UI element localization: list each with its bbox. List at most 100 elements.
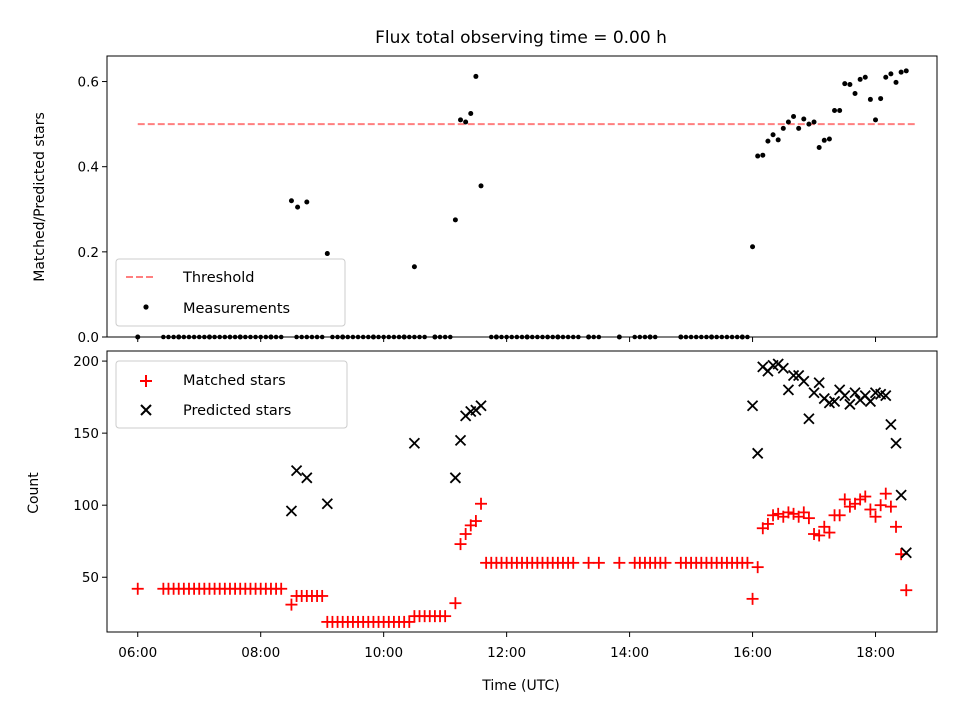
measurement-point [770,132,776,138]
matched-point [859,490,872,503]
measurement-point [842,81,848,87]
measurement-point [796,125,802,131]
measurement-point [791,113,797,119]
predicted-point [880,390,892,402]
bottom-legend-frame [115,360,348,429]
measurement-point [780,125,786,131]
matched-point [582,556,595,569]
measurement-point [760,152,766,158]
predicted-point [454,434,467,446]
matched-point [439,610,452,623]
measurement-point [785,119,791,125]
x-tick-label: 12:00 [487,645,526,661]
threshold-legend-label: Threshold [182,270,254,286]
matched-point [869,510,882,523]
matched-point [854,493,867,506]
predicted-point [895,489,907,501]
measurement-point [478,183,484,189]
measurement-point [893,79,899,85]
bottom-y-tick-label: 200 [73,354,99,370]
x-tick-label: 10:00 [364,645,403,661]
measurement-point [821,137,827,143]
matched-point [746,592,759,605]
predicted-point [803,413,815,425]
matched-legend-label: Matched stars [183,373,286,389]
bottom-y-tick-label: 100 [73,498,99,514]
measurement-point [801,116,807,122]
predicted-point [782,384,795,396]
predicted-legend-swatch [140,404,152,416]
measurement-point [873,117,879,123]
top-y-tick-label: 0.0 [78,330,99,346]
predicted-point [408,437,421,449]
matched-point [316,589,329,602]
top-legend: Threshold Measurements [115,258,346,327]
measurement-point [826,136,832,142]
x-axis-label: Time (UTC) [481,678,559,694]
top-legend-frame [115,258,346,327]
matched-point [459,528,472,541]
matched-point [613,556,626,569]
bottom-y-axis-label: Count [26,472,42,514]
measurement-point [867,96,873,102]
measurement-point [411,264,417,270]
matched-point [782,506,795,519]
matched-point [833,509,846,522]
matched-legend-swatch [140,375,152,387]
predicted-point [746,400,759,412]
matched-point [838,493,851,506]
matched-point [741,556,754,569]
predicted-point [813,377,825,389]
predicted-legend-label: Predicted stars [183,403,291,419]
measurement-point [811,119,817,125]
measurement-point [847,82,853,88]
matched-point [874,499,887,512]
measurement-point [750,244,756,250]
x-tick-label: 18:00 [856,645,895,661]
predicted-point [787,369,800,382]
measurement-point [775,137,781,143]
predicted-point [290,464,303,477]
matched-point [469,515,482,528]
matched-point [567,556,580,569]
predicted-point [777,362,789,374]
measurement-point [816,145,822,151]
predicted-point [864,395,877,408]
top-y-tick-label: 0.6 [78,75,99,91]
matched-point [475,497,488,510]
measurements-legend-swatch [143,304,149,310]
measurement-point [883,74,889,80]
matched-point [823,526,836,539]
matched-point [879,487,892,500]
matched-point [751,561,764,574]
measurement-point [837,107,843,113]
matched-point [131,582,144,595]
x-tick-label: 08:00 [241,645,280,661]
matched-point [761,517,774,530]
predicted-point [890,437,902,449]
measurement-point [888,71,894,77]
measurement-point [832,107,838,113]
bottom-x-ticks: 06:00 08:00 10:00 12:00 14:00 16:00 18:00 [118,632,895,661]
matched-point [843,500,856,513]
predicted-point [808,387,820,399]
top-y-axis-label: Matched/Predicted stars [32,112,48,282]
predicted-point [449,472,462,484]
x-tick-label: 14:00 [610,645,649,661]
x-tick-label: 16:00 [733,645,772,661]
measurement-point [458,117,464,123]
top-y-tick-label: 0.4 [78,160,99,176]
matched-point [802,512,815,525]
predicted-point [798,375,810,387]
measurement-point [463,119,469,125]
predicted-point [752,447,764,459]
measurement-point [473,73,479,79]
matched-point [787,507,800,520]
bottom-y-tick-label: 150 [73,426,99,442]
bottom-y-tick-label: 50 [82,570,99,586]
measurement-point [852,90,858,96]
measurement-point [324,251,330,257]
measurement-point [765,138,771,144]
matched-point [813,529,826,542]
